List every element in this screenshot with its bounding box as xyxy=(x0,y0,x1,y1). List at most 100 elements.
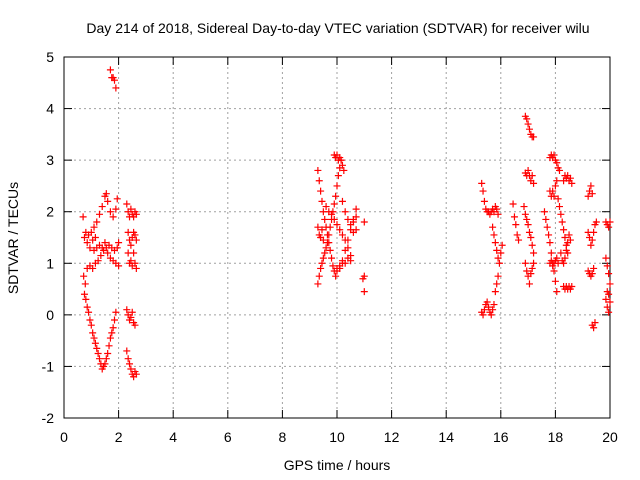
data-point xyxy=(91,234,99,241)
data-point xyxy=(352,205,360,213)
data-point xyxy=(550,267,558,275)
data-point xyxy=(523,115,531,123)
data-point xyxy=(111,316,119,324)
data-point xyxy=(314,166,322,174)
data-point xyxy=(513,231,521,239)
data-point xyxy=(491,288,499,296)
data-point xyxy=(101,360,109,368)
data-point xyxy=(603,262,611,270)
data-point xyxy=(85,308,93,316)
data-point xyxy=(550,151,558,159)
data-point xyxy=(561,254,569,262)
data-point xyxy=(341,259,349,267)
data-point xyxy=(113,244,121,252)
data-point xyxy=(359,275,367,283)
data-point xyxy=(104,350,112,358)
data-point xyxy=(126,360,134,368)
data-point xyxy=(131,321,139,329)
x-tick-label: 8 xyxy=(279,429,287,445)
data-point xyxy=(561,234,569,241)
data-point xyxy=(360,288,368,296)
data-point xyxy=(319,236,327,244)
data-point xyxy=(111,76,119,84)
data-point xyxy=(109,324,117,332)
x-tick-label: 14 xyxy=(438,429,454,445)
data-point xyxy=(106,334,114,342)
data-point xyxy=(493,246,501,254)
data-point xyxy=(98,244,106,252)
data-point xyxy=(566,236,574,244)
data-point xyxy=(490,301,498,309)
data-point xyxy=(128,308,136,316)
x-tick-label: 6 xyxy=(224,429,232,445)
data-point xyxy=(360,218,368,226)
data-point xyxy=(542,215,550,223)
data-point xyxy=(523,215,531,223)
data-point xyxy=(132,210,140,218)
data-point xyxy=(524,120,532,128)
data-point xyxy=(322,244,330,252)
data-point xyxy=(480,306,488,314)
data-point xyxy=(131,259,139,267)
data-point xyxy=(530,259,538,267)
data-point xyxy=(605,270,613,278)
data-point xyxy=(478,179,486,187)
x-tick-label: 4 xyxy=(169,429,177,445)
data-point xyxy=(82,295,90,303)
data-point xyxy=(487,311,495,319)
data-point xyxy=(340,166,348,174)
data-point xyxy=(565,231,573,239)
data-point xyxy=(326,246,334,254)
data-point xyxy=(101,239,109,247)
data-point xyxy=(80,234,88,241)
data-point xyxy=(91,339,99,347)
x-tick-label: 18 xyxy=(548,429,564,445)
data-point xyxy=(344,236,352,244)
data-point xyxy=(489,223,497,231)
data-point xyxy=(490,231,498,239)
data-point xyxy=(530,179,538,187)
data-point xyxy=(315,177,323,185)
data-point xyxy=(555,166,563,174)
data-point xyxy=(124,355,132,363)
y-tick-label: -1 xyxy=(42,358,55,374)
data-point xyxy=(330,200,338,208)
data-point xyxy=(127,205,135,213)
data-point xyxy=(602,295,610,303)
data-point xyxy=(509,200,517,208)
data-point xyxy=(480,197,488,205)
data-point xyxy=(528,264,536,272)
data-point xyxy=(131,231,139,239)
data-point xyxy=(545,231,553,239)
data-point xyxy=(550,192,558,200)
data-point xyxy=(489,306,497,314)
data-point xyxy=(555,203,563,211)
data-point xyxy=(553,159,561,167)
data-point xyxy=(494,210,502,218)
data-point xyxy=(127,241,135,249)
data-point xyxy=(520,203,528,211)
data-point xyxy=(86,244,94,252)
data-point xyxy=(523,267,531,275)
data-point xyxy=(524,166,532,174)
data-point xyxy=(332,272,340,280)
data-point xyxy=(588,270,596,278)
data-point xyxy=(130,249,138,257)
data-point xyxy=(123,347,131,355)
data-point xyxy=(337,156,345,164)
data-point xyxy=(557,249,565,257)
data-point xyxy=(606,280,614,288)
data-point xyxy=(512,221,520,229)
y-tick-label: -2 xyxy=(42,410,55,426)
plot-frame xyxy=(63,56,611,419)
data-point xyxy=(527,270,535,278)
data-point xyxy=(328,254,336,262)
data-point xyxy=(322,203,330,211)
data-point xyxy=(79,213,87,221)
data-point xyxy=(102,355,110,363)
data-point xyxy=(94,350,102,358)
data-point xyxy=(83,239,91,247)
y-axis-ticks: -2 -1 0 1 2 3 4 5 xyxy=(42,49,610,426)
data-point xyxy=(592,218,600,226)
data-point xyxy=(113,195,121,203)
